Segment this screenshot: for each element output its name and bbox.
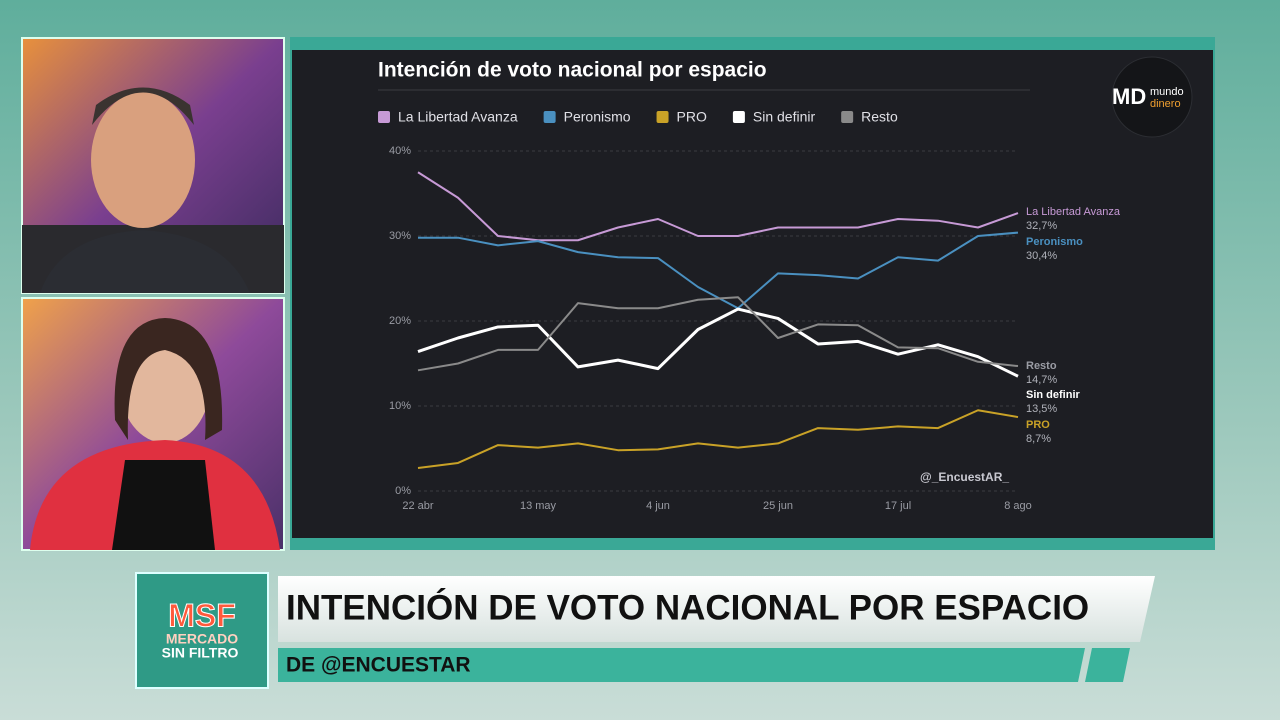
x-tick-label: 13 may xyxy=(520,500,557,512)
legend-swatch xyxy=(543,111,556,123)
x-tick-label: 4 jun xyxy=(646,500,670,512)
end-label-value: 30,4% xyxy=(1026,250,1057,262)
end-label-name: PRO xyxy=(1026,419,1050,431)
brand-line2: SIN FILTRO xyxy=(162,645,239,661)
legend-swatch xyxy=(841,111,854,123)
source-bar-tip xyxy=(1085,648,1130,682)
end-label-name: Resto xyxy=(1026,360,1057,372)
legend-label: Peronismo xyxy=(564,109,631,125)
brand-line1: MERCADO xyxy=(166,631,238,647)
legend-swatch xyxy=(378,111,390,123)
y-tick-label: 20% xyxy=(389,315,411,327)
camera-guest xyxy=(21,297,285,551)
source: DE @ENCUESTAR xyxy=(286,654,471,677)
headline: INTENCIÓN DE VOTO NACIONAL POR ESPACIO xyxy=(286,587,1089,627)
legend-label: Sin definir xyxy=(753,109,816,125)
brand-short: MSF xyxy=(168,597,236,633)
end-label-name: Sin definir xyxy=(1026,389,1081,401)
end-label-name: La Libertad Avanza xyxy=(1026,206,1121,218)
brand-box xyxy=(135,572,269,689)
logo-line2: dinero xyxy=(1150,98,1181,110)
y-tick-label: 10% xyxy=(389,400,411,412)
x-tick-label: 8 ago xyxy=(1004,500,1032,512)
plot: 0% 10% 20% 30% 40% 22 abr 13 may 4 jun 25 jun 17 … xyxy=(378,109,1121,512)
x-tick-label: 22 abr xyxy=(402,500,434,512)
end-label-value: 8,7% xyxy=(1026,433,1051,445)
y-tick-label: 30% xyxy=(389,230,411,242)
x-tick-label: 17 jul xyxy=(885,500,911,512)
y-tick-label: 0% xyxy=(395,485,411,497)
end-label-name: Peronismo xyxy=(1026,236,1083,248)
legend-label: Resto xyxy=(861,109,898,125)
logo-line1: mundo xyxy=(1150,86,1184,98)
watermark: @_EncuestAR_ xyxy=(920,470,1009,484)
legend-swatch xyxy=(656,111,669,123)
chart-title: Intención de voto nacional por espacio xyxy=(378,59,767,82)
camera-host xyxy=(21,37,285,294)
source-bar xyxy=(278,648,1085,682)
y-tick-label: 40% xyxy=(389,145,411,157)
chart-panel xyxy=(292,50,1213,538)
headline-bar xyxy=(278,576,1155,642)
series-line xyxy=(417,307,1019,378)
legend-swatch xyxy=(732,111,745,123)
logo-mark: MD xyxy=(1112,84,1146,109)
series-line xyxy=(417,409,1019,470)
series-line xyxy=(417,296,1019,372)
end-label-value: 13,5% xyxy=(1026,403,1057,415)
end-label-value: 32,7% xyxy=(1026,220,1057,232)
series-line xyxy=(417,171,1019,242)
x-tick-label: 25 jun xyxy=(763,500,793,512)
legend-label: La Libertad Avanza xyxy=(398,109,518,125)
legend-label: PRO xyxy=(677,109,707,125)
logo-badge xyxy=(1111,56,1193,138)
end-label-value: 14,7% xyxy=(1026,374,1057,386)
